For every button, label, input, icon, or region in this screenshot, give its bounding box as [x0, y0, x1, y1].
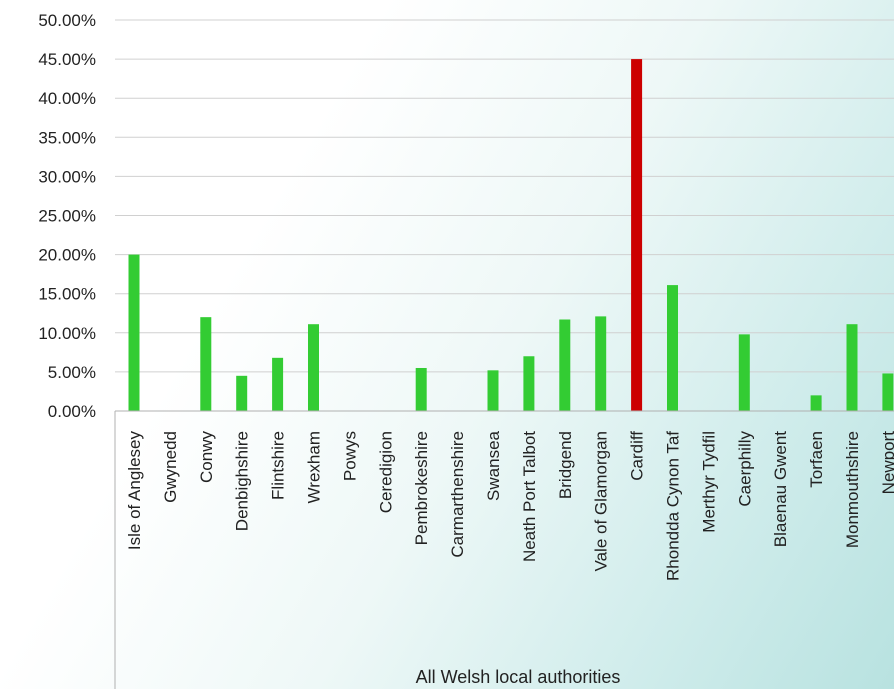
x-tick-label: Wrexham	[305, 431, 324, 503]
bar	[595, 316, 606, 411]
x-tick-label: Cardiff	[628, 431, 647, 481]
bar	[236, 376, 247, 411]
x-tick-label: Monmouthshire	[843, 431, 862, 548]
bar	[882, 373, 893, 411]
y-tick-label: 10.00%	[38, 324, 96, 343]
bar	[631, 59, 642, 411]
x-tick-label: Conwy	[197, 431, 216, 483]
x-tick-label: Gwynedd	[161, 431, 180, 503]
x-axis-categories: Isle of Anglesey Gwynedd Conwy Denbighshire…	[125, 430, 894, 581]
y-tick-label: 30.00%	[38, 167, 96, 186]
y-tick-label: 5.00%	[48, 363, 96, 382]
y-tick-label: 50.00%	[38, 11, 96, 30]
bar	[811, 395, 822, 411]
x-tick-label: Merthyr Tydfil	[699, 431, 718, 533]
x-tick-label: Rhondda Cynon Taf	[664, 431, 683, 581]
x-tick-label: Powys	[340, 431, 359, 481]
y-tick-label: 45.00%	[38, 50, 96, 69]
x-tick-label: Bridgend	[556, 431, 575, 499]
x-tick-label: Pembrokeshire	[412, 431, 431, 545]
x-tick-label: Caerphilly	[735, 431, 754, 507]
y-tick-label: 0.00%	[48, 402, 96, 421]
grid-lines	[115, 20, 894, 372]
bar	[129, 255, 140, 411]
y-axis-ticks: 0.00% 5.00% 10.00% 15.00% 20.00% 25.00% 30.00%…	[38, 11, 96, 421]
x-tick-label: Vale of Glamorgan	[592, 431, 611, 571]
bar	[308, 324, 319, 411]
y-tick-label: 40.00%	[38, 89, 96, 108]
bar	[523, 356, 534, 411]
bar	[272, 358, 283, 411]
x-tick-label: Isle of Anglesey	[125, 431, 144, 551]
x-tick-label: Flintshire	[269, 431, 288, 500]
bar	[416, 368, 427, 411]
bar	[739, 334, 750, 411]
y-tick-label: 20.00%	[38, 246, 96, 265]
x-tick-label: Torfaen	[807, 431, 826, 488]
x-axis-label: All Welsh local authorities	[416, 667, 621, 687]
x-tick-label: Swansea	[484, 430, 503, 500]
x-tick-label: Newport	[879, 431, 894, 495]
x-tick-label: Ceredigion	[376, 431, 395, 513]
bars	[129, 59, 894, 411]
x-tick-label: Denbighshire	[233, 431, 252, 531]
bar	[667, 285, 678, 411]
y-tick-label: 35.00%	[38, 128, 96, 147]
x-tick-label: Blaenau Gwent	[771, 431, 790, 548]
x-tick-label: Carmarthenshire	[448, 431, 467, 558]
bar	[847, 324, 858, 411]
bar	[200, 317, 211, 411]
x-tick-label: Neath Port Talbot	[520, 431, 539, 562]
y-tick-label: 25.00%	[38, 207, 96, 226]
y-tick-label: 15.00%	[38, 285, 96, 304]
bar	[488, 370, 499, 411]
bar	[559, 320, 570, 411]
